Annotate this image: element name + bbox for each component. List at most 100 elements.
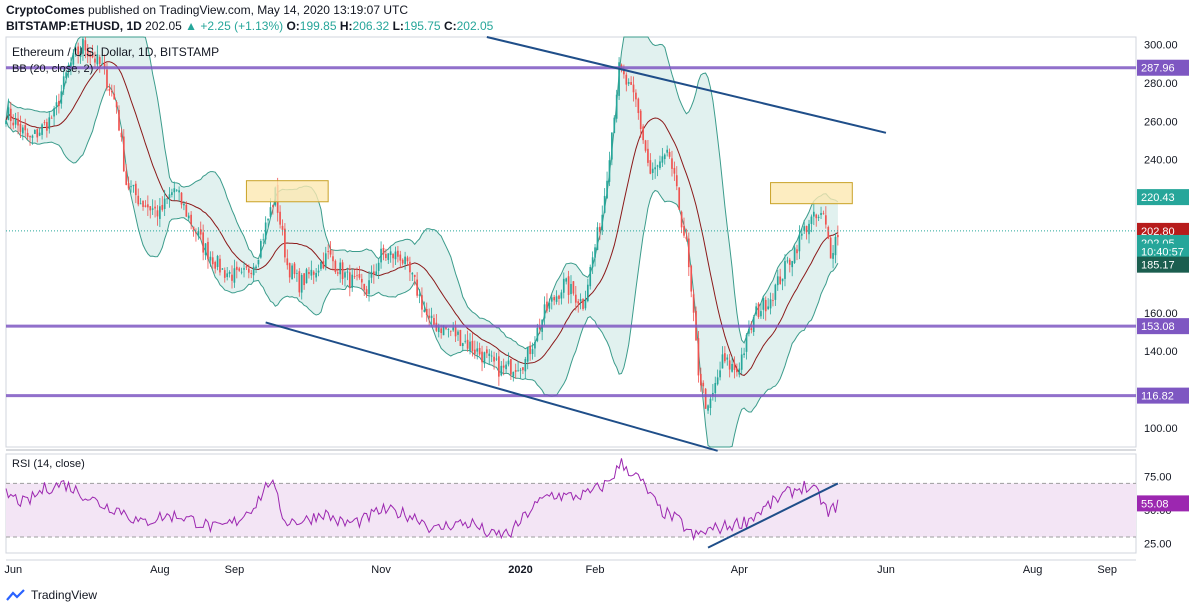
candle-body [714,383,717,394]
price-badge-label: 220.43 [1141,192,1175,204]
candle-body [228,272,231,274]
candle-body [233,268,236,283]
candle-body [832,253,834,259]
low-value: 195.75 [403,19,441,33]
candle-body [298,271,301,293]
candle-body [738,368,741,375]
candle-body [320,261,322,269]
footer-brand[interactable]: TradingView [31,588,98,602]
candle-body [267,218,269,221]
candle-body [707,405,709,411]
candle-body [546,301,548,311]
candle-body [685,236,688,240]
candle-body [413,274,416,277]
candle-body [101,63,104,65]
candle-body [673,167,676,174]
candle-body [560,292,563,299]
candle-body [252,266,255,276]
candle-body [425,308,428,316]
candle-body [649,160,652,174]
candle-body [26,132,29,137]
candle-body [562,278,565,293]
footer: TradingView [6,588,97,602]
candle-body [418,294,421,296]
candle-body [452,327,455,331]
bb-band-fill [6,37,838,447]
candle-body [173,188,176,193]
candle-body [666,149,669,153]
candle-body [58,100,60,107]
candle-body [70,62,72,68]
candle-body [286,258,289,266]
candle-body [582,298,584,309]
candle-body [466,339,469,349]
candle-body [486,349,488,354]
candle-body [596,227,599,250]
candle-body [656,165,659,167]
candle-body [122,136,125,172]
candle-body [464,340,467,342]
candle-body [351,274,354,288]
candle-body [411,272,414,275]
price-axis-tick-label: 260.00 [1144,116,1178,128]
candle-body [235,266,238,270]
candle-body [570,283,572,295]
candle-body [793,247,796,263]
candle-body [353,276,356,277]
candle-body [79,51,82,58]
candle-body [368,280,370,294]
candle-body [454,327,457,337]
candle-body [264,222,267,240]
candle-body [586,284,589,302]
price-pane-frame [5,36,1137,448]
candle-body [293,263,296,275]
candle-body [195,232,197,234]
candle-body [767,306,769,310]
highlight-zone [245,180,329,203]
candle-body [613,117,616,134]
candle-body [536,327,539,341]
candle-body [134,183,137,196]
candle-body [74,49,77,51]
chart-title: Ethereum / U.S. Dollar, 1D, BITSTAMP [12,45,219,59]
tradingview-logo-icon [6,589,25,601]
candle-body [829,237,832,259]
publisher-name[interactable]: CryptoComes [6,3,85,17]
candle-body [36,129,39,138]
candle-body [108,89,111,91]
candle-body [786,260,789,262]
candle-body [394,251,397,260]
candle-body [543,304,546,319]
candle-body [558,295,560,299]
candle-body [478,347,481,355]
trendline [486,36,887,134]
candle-body [358,274,361,278]
candle-body [305,269,308,284]
candle-body [502,365,505,368]
header-line-1: CryptoComes published on TradingView.com… [6,3,408,17]
high-value: 206.32 [352,19,390,33]
candle-body [86,47,89,57]
candle-body [171,192,173,195]
candle-body [279,211,281,225]
candle-body [825,215,827,225]
candle-body [346,271,349,273]
candle-body [776,276,779,286]
candle-body [216,255,219,267]
header-line-2: BITSTAMP:ETHUSD, 1D 202.05 ▲ +2.25 (+1.1… [6,19,493,33]
published-text: published on TradingView.com, May 14, 20… [88,3,409,17]
price-badge [1137,256,1189,273]
time-axis-label: 2020 [508,564,532,576]
candle-body [250,272,253,275]
candle-body [221,268,224,270]
time-axis-label: Apr [731,564,748,576]
candle-body [9,108,12,122]
candle-body [151,208,154,210]
chart-area[interactable]: 287.96 153.08 116.82 300.00 280.00 260.00 240.… [0,0,1198,582]
candle-body [589,267,592,287]
candle-body [716,377,719,385]
candle-body [442,325,445,336]
candle-body [668,151,671,157]
candle-body [774,284,777,300]
candle-body [430,315,433,319]
